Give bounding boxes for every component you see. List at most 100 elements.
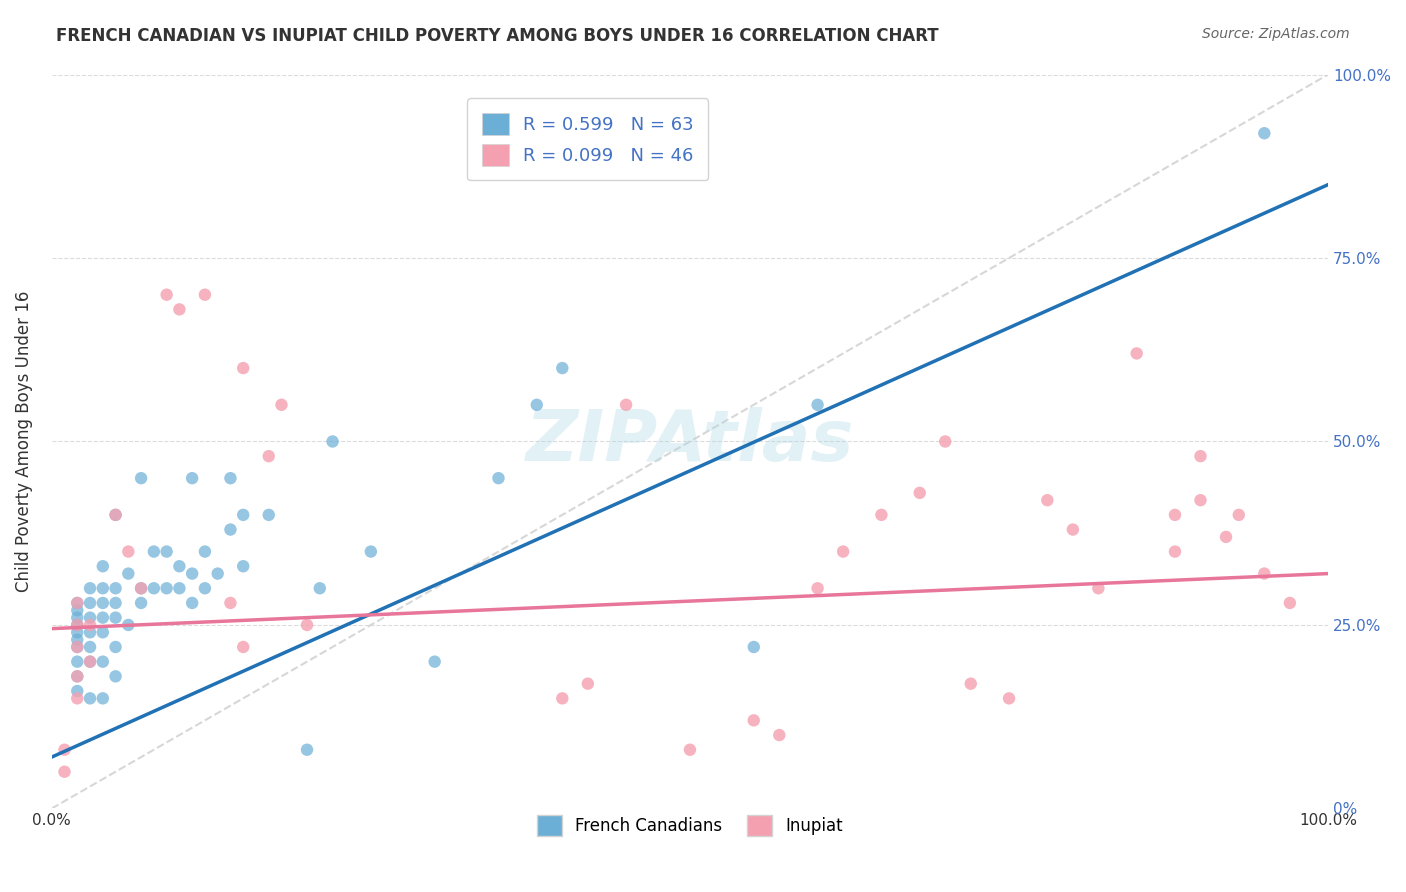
Point: [219, 596, 242, 610]
Point: [181, 596, 204, 610]
Point: [104, 581, 127, 595]
Point: [104, 508, 127, 522]
Point: [257, 449, 280, 463]
Point: [1164, 544, 1187, 558]
Point: [91, 559, 114, 574]
Point: [169, 581, 191, 595]
Point: [232, 361, 254, 376]
Point: [53, 764, 76, 779]
Point: [66, 625, 89, 640]
Point: [66, 610, 89, 624]
Point: [53, 743, 76, 757]
Point: [679, 743, 702, 757]
Point: [295, 618, 318, 632]
Point: [934, 434, 956, 449]
Point: [66, 684, 89, 698]
Point: [768, 728, 790, 742]
Point: [169, 302, 191, 317]
Point: [1227, 508, 1250, 522]
Point: [742, 714, 765, 728]
Point: [66, 618, 89, 632]
Point: [104, 640, 127, 654]
Point: [91, 625, 114, 640]
Point: [551, 691, 574, 706]
Point: [66, 655, 89, 669]
Point: [117, 566, 139, 581]
Point: [232, 508, 254, 522]
Point: [104, 508, 127, 522]
Point: [194, 581, 217, 595]
Point: [1189, 493, 1212, 508]
Point: [1278, 596, 1301, 610]
Point: [104, 596, 127, 610]
Point: [66, 618, 89, 632]
Point: [66, 603, 89, 617]
Point: [79, 618, 101, 632]
Point: [1062, 523, 1084, 537]
Point: [526, 398, 548, 412]
Point: [322, 434, 344, 449]
Point: [270, 398, 292, 412]
Point: [194, 287, 217, 301]
Point: [194, 544, 217, 558]
Point: [169, 559, 191, 574]
Point: [66, 596, 89, 610]
Point: [1036, 493, 1059, 508]
Point: [219, 471, 242, 485]
Point: [129, 596, 152, 610]
Point: [181, 471, 204, 485]
Text: Source: ZipAtlas.com: Source: ZipAtlas.com: [1202, 27, 1350, 41]
Point: [79, 640, 101, 654]
Point: [66, 596, 89, 610]
Point: [488, 471, 510, 485]
Point: [1253, 126, 1275, 140]
Point: [117, 618, 139, 632]
Point: [79, 691, 101, 706]
Point: [129, 581, 152, 595]
Legend: French Canadians, Inupiat: French Canadians, Inupiat: [529, 807, 852, 844]
Point: [1189, 449, 1212, 463]
Point: [79, 596, 101, 610]
Point: [870, 508, 893, 522]
Point: [1253, 566, 1275, 581]
Text: FRENCH CANADIAN VS INUPIAT CHILD POVERTY AMONG BOYS UNDER 16 CORRELATION CHART: FRENCH CANADIAN VS INUPIAT CHILD POVERTY…: [56, 27, 939, 45]
Point: [742, 640, 765, 654]
Point: [181, 566, 204, 581]
Point: [66, 669, 89, 683]
Point: [104, 610, 127, 624]
Point: [142, 581, 165, 595]
Point: [66, 640, 89, 654]
Point: [79, 625, 101, 640]
Point: [79, 581, 101, 595]
Point: [129, 471, 152, 485]
Point: [79, 610, 101, 624]
Point: [104, 669, 127, 683]
Y-axis label: Child Poverty Among Boys Under 16: Child Poverty Among Boys Under 16: [15, 291, 32, 592]
Point: [423, 655, 446, 669]
Point: [576, 676, 599, 690]
Point: [142, 544, 165, 558]
Point: [1087, 581, 1109, 595]
Point: [91, 610, 114, 624]
Point: [156, 287, 179, 301]
Point: [908, 486, 931, 500]
Point: [156, 544, 179, 558]
Point: [832, 544, 855, 558]
Point: [360, 544, 382, 558]
Point: [308, 581, 330, 595]
Point: [295, 743, 318, 757]
Point: [614, 398, 637, 412]
Point: [1164, 508, 1187, 522]
Point: [207, 566, 229, 581]
Point: [257, 508, 280, 522]
Point: [232, 640, 254, 654]
Point: [156, 581, 179, 595]
Text: ZIPAtlas: ZIPAtlas: [526, 407, 855, 476]
Point: [232, 559, 254, 574]
Point: [806, 398, 828, 412]
Point: [1215, 530, 1237, 544]
Point: [66, 632, 89, 647]
Point: [219, 523, 242, 537]
Point: [91, 655, 114, 669]
Point: [66, 640, 89, 654]
